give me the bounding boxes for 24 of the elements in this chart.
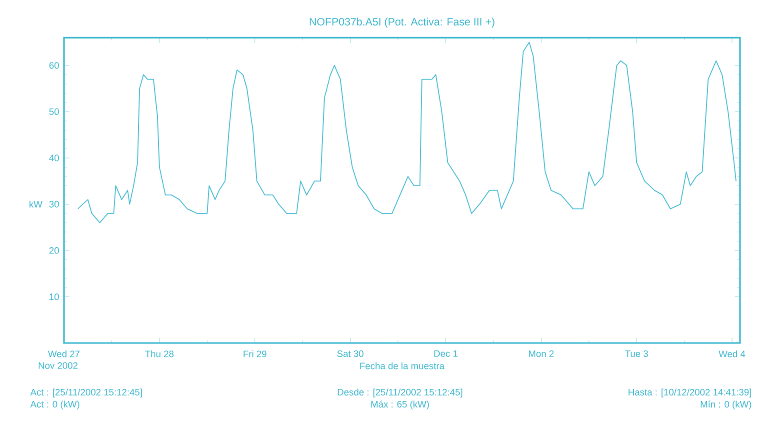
text: Act : 0 (kW): [30, 400, 80, 410]
y-tick-label: 20: [49, 247, 59, 254]
y-tick-label: 10: [50, 293, 59, 300]
x-tick-label: Mon 2: [528, 350, 554, 357]
y-tick-label: 60: [49, 62, 59, 69]
x-tick-label: Dec 1: [434, 350, 458, 357]
x-tick-label: Wed 4: [718, 350, 746, 358]
x-tick-label: Thu 28: [145, 350, 174, 358]
text: Hasta : [10/12/2002 14:41:39]: [628, 388, 752, 398]
y-tick-label: 30: [49, 200, 59, 208]
y-tick-label: 40: [49, 154, 59, 162]
text: Mín : 0 (kW): [700, 400, 752, 410]
x-axis-title: Fecha de la muestra: [360, 362, 445, 370]
x-tick-label: Wed 27: [48, 350, 80, 358]
y-axis-title: kW: [30, 200, 42, 208]
text: Nov 2002: [38, 362, 78, 369]
text: Desde : [25/11/2002 15:12:45]: [338, 388, 462, 398]
chart-title: NOFP037b.A5I (Pot. Activa: Fase III +): [310, 18, 494, 28]
x-tick-label: Sat 30: [337, 350, 364, 357]
y-tick-label: 50: [49, 108, 59, 115]
text: Máx : 65 (kW): [371, 400, 429, 410]
x-tick-label: Fri 29: [244, 350, 266, 358]
text: Act : [25/11/2002 15:12:45]: [30, 388, 142, 398]
x-tick-label: Tue 3: [625, 350, 648, 357]
